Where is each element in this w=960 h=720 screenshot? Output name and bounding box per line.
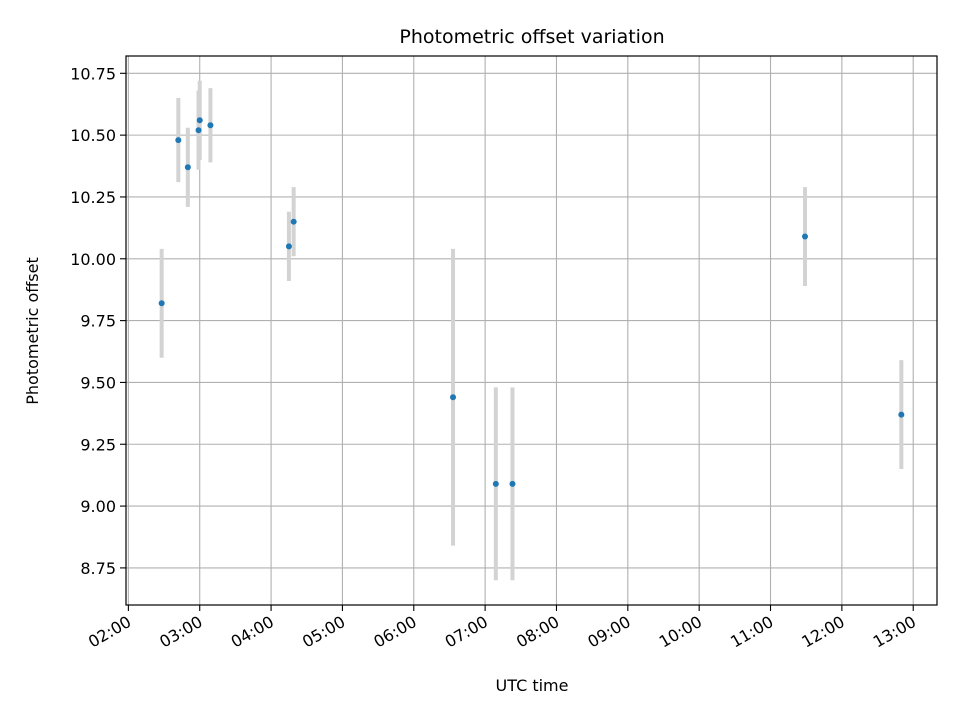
data-point	[802, 233, 809, 240]
y-tick-label: 10.00	[70, 250, 116, 269]
data-point	[195, 127, 202, 134]
data-point	[196, 117, 203, 124]
data-point	[450, 394, 457, 401]
y-tick-label: 9.75	[80, 312, 116, 331]
chart-title: Photometric offset variation	[399, 26, 664, 48]
y-tick-label: 9.25	[80, 435, 116, 454]
data-point	[207, 122, 214, 129]
data-point	[290, 218, 297, 225]
y-tick-label: 8.75	[80, 559, 116, 578]
data-points	[158, 117, 905, 487]
x-axis-title: UTC time	[496, 676, 569, 695]
y-tick-label: 10.50	[70, 126, 116, 145]
data-point	[184, 164, 191, 171]
y-tick-label: 10.75	[70, 64, 116, 83]
data-point	[509, 480, 516, 487]
data-point	[158, 300, 165, 307]
grid	[126, 56, 937, 605]
data-point	[285, 243, 292, 250]
plot-frame	[125, 55, 938, 606]
data-point	[898, 411, 905, 418]
y-tick-label: 9.00	[80, 497, 116, 516]
data-point	[492, 480, 499, 487]
y-tick-label: 9.50	[80, 373, 116, 392]
y-tick-label: 10.25	[70, 188, 116, 207]
data-point	[175, 137, 182, 144]
y-axis-title: Photometric offset	[23, 257, 42, 405]
